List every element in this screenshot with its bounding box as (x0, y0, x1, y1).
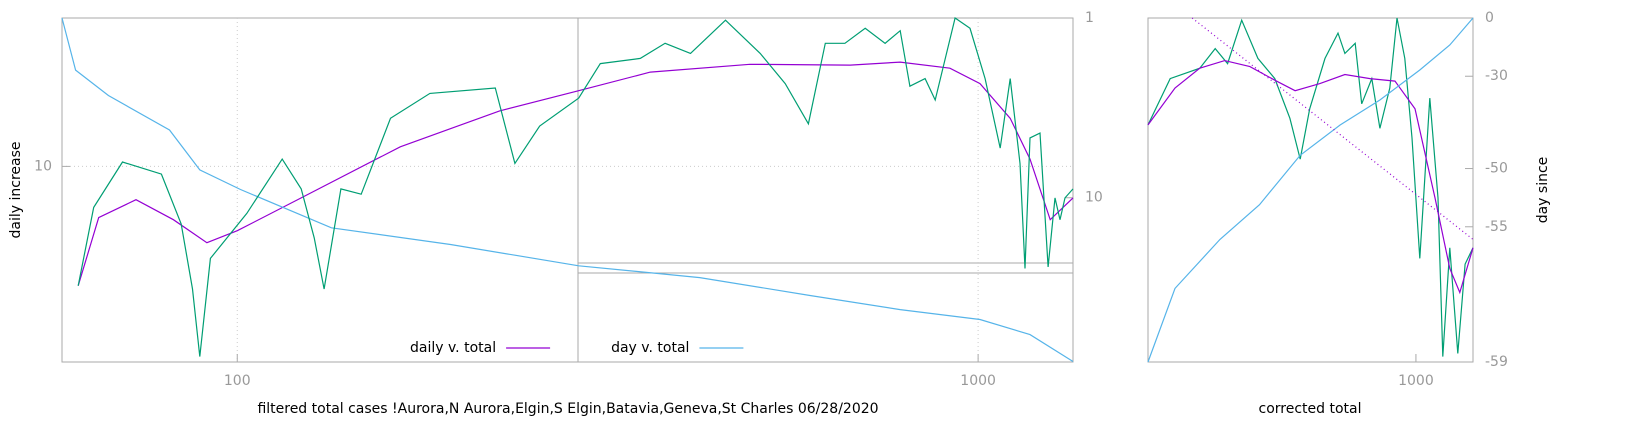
data-line (1147, 17, 1474, 357)
x-tick-label: 1000 (960, 373, 996, 389)
data-line (1191, 17, 1474, 240)
data-line (77, 61, 1074, 286)
y2-axis-label: day since (1535, 157, 1551, 224)
legend-label: day v. total (611, 340, 689, 356)
x-axis-label: corrected total (1259, 401, 1362, 417)
data-line (61, 17, 1074, 363)
plot-frame (1147, 17, 1474, 363)
data-line (77, 17, 1074, 357)
x-axis-label: filtered total cases !Aurora,N Aurora,El… (257, 401, 878, 417)
y2-tick-label: 1 (1085, 10, 1094, 26)
y2-tick-label: -50 (1485, 161, 1508, 177)
y-axis-label: daily increase (8, 142, 24, 239)
inset-frame (577, 18, 1073, 362)
y-tick-label: 10 (34, 158, 52, 174)
y2-tick-label: 10 (1085, 190, 1103, 206)
x-tick-label: 100 (224, 373, 251, 389)
data-line (1147, 59, 1474, 295)
y2-tick-label: -55 (1485, 219, 1508, 235)
y2-tick-label: 0 (1485, 10, 1494, 26)
y2-tick-label: -59 (1485, 354, 1508, 370)
y2-tick-label: -30 (1485, 68, 1508, 84)
data-line (1147, 17, 1474, 363)
plot-frame (61, 17, 1074, 363)
legend-label: daily v. total (410, 340, 496, 356)
x-tick-label: 1000 (1398, 373, 1434, 389)
